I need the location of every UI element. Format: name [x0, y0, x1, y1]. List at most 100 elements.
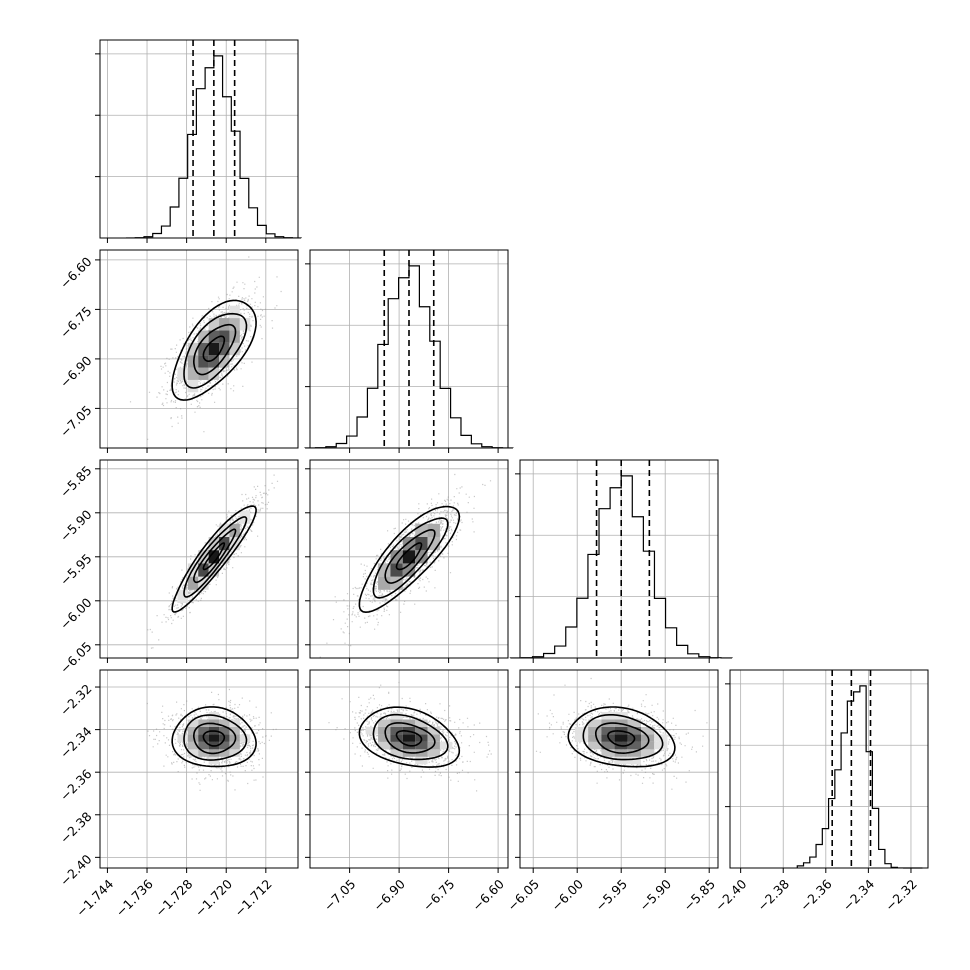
panel-frame — [309, 459, 509, 659]
contour-level-3 — [372, 517, 449, 599]
contour-level-3 — [582, 714, 664, 761]
density-cell — [198, 550, 209, 564]
density-layer — [328, 681, 492, 792]
x-tick-label: −1.744 — [73, 876, 116, 919]
density-cell — [627, 719, 641, 727]
density-cell — [187, 367, 199, 380]
density-cell — [239, 318, 251, 331]
density-layer — [129, 256, 282, 440]
density-cell — [219, 330, 230, 343]
x-tick-label: −1.720 — [192, 876, 235, 919]
density-cell — [627, 749, 641, 757]
density-cell — [601, 741, 615, 750]
panel-0-0 — [95, 39, 302, 243]
density-cell — [390, 726, 403, 735]
contour-level-4 — [358, 505, 461, 614]
density-cell — [208, 563, 220, 577]
x-tick-label: −6.75 — [420, 876, 458, 914]
density-layer — [146, 688, 277, 791]
density-cell — [177, 367, 188, 380]
density-cell — [208, 342, 220, 356]
contour-level-2 — [192, 722, 237, 755]
y-tick-label: −6.00 — [57, 595, 95, 633]
density-layer — [319, 473, 492, 658]
density-cell — [378, 719, 391, 727]
panel-frame — [309, 249, 509, 449]
density-cell — [415, 741, 428, 750]
x-tick-label: −2.36 — [797, 876, 835, 914]
x-tick-label: −7.05 — [321, 876, 359, 914]
density-cell — [208, 318, 220, 331]
density-cell — [208, 550, 220, 564]
panel-2-1 — [305, 459, 509, 663]
density-cell — [365, 726, 379, 735]
density-cell — [588, 726, 602, 735]
panel-frame — [519, 669, 719, 869]
density-layer — [535, 677, 708, 790]
density-cell — [378, 741, 391, 750]
panel-3-1 — [305, 669, 509, 873]
y-tick-label: −6.05 — [57, 639, 95, 677]
density-cell — [198, 342, 209, 356]
density-cell — [641, 726, 655, 735]
density-cell — [219, 550, 230, 564]
panel-frame — [99, 39, 299, 239]
contour-level-1 — [395, 542, 423, 571]
y-tick-label: −2.36 — [57, 766, 95, 804]
contour-level-1 — [607, 730, 636, 747]
density-cell — [187, 741, 199, 750]
contour-level-2 — [384, 722, 436, 754]
density-cell — [219, 318, 230, 331]
density-cell — [654, 741, 668, 750]
density-cell — [187, 734, 199, 742]
y-tick-label: −6.60 — [57, 254, 95, 292]
density-cell — [588, 719, 602, 727]
panel-1-1 — [304, 249, 514, 453]
x-tick-label: −2.38 — [754, 876, 792, 914]
density-cell — [219, 719, 230, 727]
x-tick-label: −5.85 — [680, 876, 718, 914]
y-tick-label: −6.75 — [57, 303, 95, 341]
panel-2-0 — [95, 459, 299, 663]
density-cell — [229, 523, 240, 537]
density-cell — [208, 537, 220, 551]
x-tick-label: −6.00 — [548, 876, 586, 914]
density-cell — [601, 726, 615, 735]
y-tick-label: −2.34 — [57, 724, 95, 762]
histogram-3 — [796, 685, 923, 869]
density-cell — [229, 342, 240, 356]
y-tick-label: −2.40 — [57, 851, 95, 889]
density-cell — [427, 749, 440, 757]
contour-level-1 — [395, 730, 423, 747]
density-cell — [627, 756, 641, 765]
x-tick-label: −6.90 — [370, 876, 408, 914]
density-cell — [402, 734, 416, 742]
contour-level-3 — [183, 714, 248, 761]
density-cell — [229, 749, 240, 757]
density-cell — [614, 756, 628, 765]
density-cell — [575, 734, 589, 742]
density-cell — [415, 719, 428, 727]
density-cell — [402, 719, 416, 727]
panel-frame — [99, 669, 299, 869]
density-cell — [229, 318, 240, 331]
density-cell — [229, 734, 240, 742]
density-cell — [187, 342, 199, 356]
panel-1-0 — [95, 249, 299, 453]
panel-3-0 — [95, 669, 299, 873]
x-tick-label: −2.32 — [882, 876, 920, 914]
density-cell — [229, 726, 240, 735]
contour-level-3 — [372, 713, 449, 761]
y-tick-label: −7.05 — [57, 402, 95, 440]
density-cell — [208, 367, 220, 380]
y-tick-label: −6.90 — [57, 353, 95, 391]
x-tick-label: −5.95 — [592, 876, 630, 914]
density-cell — [198, 330, 209, 343]
panel-3-3 — [725, 669, 929, 873]
density-cell — [219, 749, 230, 757]
density-cell — [390, 741, 403, 750]
density-cell — [415, 726, 428, 735]
contour-level-2 — [595, 722, 650, 755]
density-cell — [177, 734, 188, 742]
x-tick-label: −1.736 — [113, 876, 156, 919]
